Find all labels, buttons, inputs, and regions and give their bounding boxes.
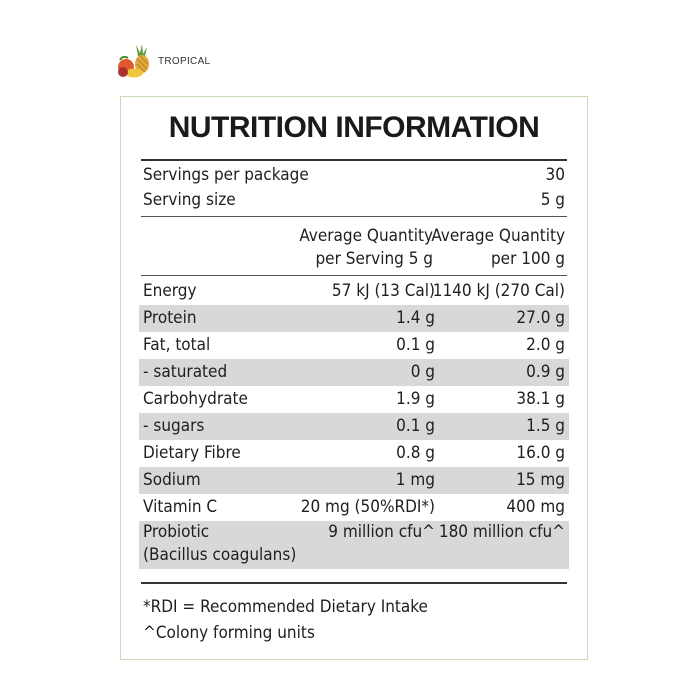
- per-100g-value: 38.1 g: [516, 389, 565, 409]
- per-serving-header-line1: Average Quantity: [299, 226, 433, 246]
- per-100g-value: 180 million cfu^: [438, 522, 565, 542]
- per-100g-header: Average Quantity per 100 g: [431, 225, 565, 271]
- nutrient-name: Vitamin C: [143, 497, 218, 517]
- header-divider: [141, 275, 567, 276]
- nutrient-name: Protein: [143, 308, 197, 328]
- per-serving-value: 1 mg: [395, 470, 435, 490]
- nutrient-row: - sugars 0.1 g 1.5 g: [139, 413, 569, 440]
- serving-size-value: 5 g: [540, 190, 565, 210]
- serving-size-row: Serving size 5 g: [143, 188, 565, 212]
- footnote-cfu: ^Colony forming units: [143, 623, 315, 643]
- tropical-fruit-icon: [118, 44, 149, 78]
- nutrient-row: Dietary Fibre 0.8 g 16.0 g: [139, 440, 569, 467]
- footnote-rdi: *RDI = Recommended Dietary Intake: [143, 597, 428, 617]
- flavour-label: TROPICAL: [158, 55, 211, 67]
- per-serving-value: 57 kJ (13 Cal): [331, 281, 435, 301]
- per-serving-value: 0 g: [410, 362, 435, 382]
- per-100g-value: 0.9 g: [526, 362, 565, 382]
- servings-per-package-label: Servings per package: [143, 165, 309, 185]
- nutrient-name: Dietary Fibre: [143, 443, 241, 463]
- per-100g-value: 1140 kJ (270 Cal): [432, 281, 565, 301]
- per-serving-value: 0.8 g: [396, 443, 435, 463]
- nutrient-row: Fat, total 0.1 g 2.0 g: [139, 332, 569, 359]
- nutrient-row: Sodium 1 mg 15 mg: [139, 467, 569, 494]
- servings-divider: [141, 216, 567, 217]
- per-100g-header-line2: per 100 g: [490, 249, 565, 269]
- nutrient-name: - sugars: [143, 416, 205, 436]
- nutrient-row: Probiotic (Bacillus coagulans) 9 million…: [139, 521, 569, 569]
- per-100g-value: 16.0 g: [516, 443, 565, 463]
- nutrient-name: Carbohydrate: [143, 389, 248, 409]
- per-100g-value: 400 mg: [506, 497, 565, 517]
- per-serving-header-line2: per Serving 5 g: [315, 249, 433, 269]
- per-100g-value: 15 mg: [516, 470, 565, 490]
- per-100g-value: 1.5 g: [526, 416, 565, 436]
- nutrient-row: Vitamin C 20 mg (50%RDI*) 400 mg: [139, 494, 569, 521]
- per-serving-value: 0.1 g: [396, 416, 435, 436]
- nutrient-row: Carbohydrate 1.9 g 38.1 g: [139, 386, 569, 413]
- panel-title: NUTRITION INFORMATION: [168, 111, 540, 144]
- nutrient-name: - saturated: [143, 362, 228, 382]
- per-serving-value: 9 million cfu^: [328, 522, 435, 542]
- nutrient-row: Protein 1.4 g 27.0 g: [139, 305, 569, 332]
- nutrient-row: - saturated 0 g 0.9 g: [139, 359, 569, 386]
- nutrient-name: Energy: [143, 281, 197, 301]
- serving-size-label: Serving size: [143, 190, 236, 210]
- per-serving-header: Average Quantity per Serving 5 g: [299, 225, 433, 271]
- nutrition-panel: NUTRITION INFORMATION Servings per packa…: [139, 97, 569, 659]
- footnote-divider: [141, 582, 567, 584]
- per-serving-value: 0.1 g: [396, 335, 435, 355]
- brand: TROPICAL: [114, 42, 210, 80]
- per-serving-value: 20 mg (50%RDI*): [300, 497, 435, 517]
- per-100g-value: 2.0 g: [526, 335, 565, 355]
- per-serving-value: 1.9 g: [396, 389, 435, 409]
- nutrient-name: Probiotic (Bacillus coagulans): [143, 522, 297, 565]
- nutrient-row: Energy 57 kJ (13 Cal) 1140 kJ (270 Cal): [139, 278, 569, 305]
- per-serving-value: 1.4 g: [396, 308, 435, 328]
- nutrient-name: Fat, total: [143, 335, 211, 355]
- per-100g-header-line1: Average Quantity: [431, 226, 565, 246]
- servings-per-package-value: 30: [545, 165, 565, 185]
- nutrition-panel-frame: NUTRITION INFORMATION Servings per packa…: [120, 96, 588, 660]
- title-divider: [141, 159, 567, 161]
- per-100g-value: 27.0 g: [516, 308, 565, 328]
- nutrient-name: Sodium: [143, 470, 201, 490]
- servings-per-package-row: Servings per package 30: [143, 163, 565, 187]
